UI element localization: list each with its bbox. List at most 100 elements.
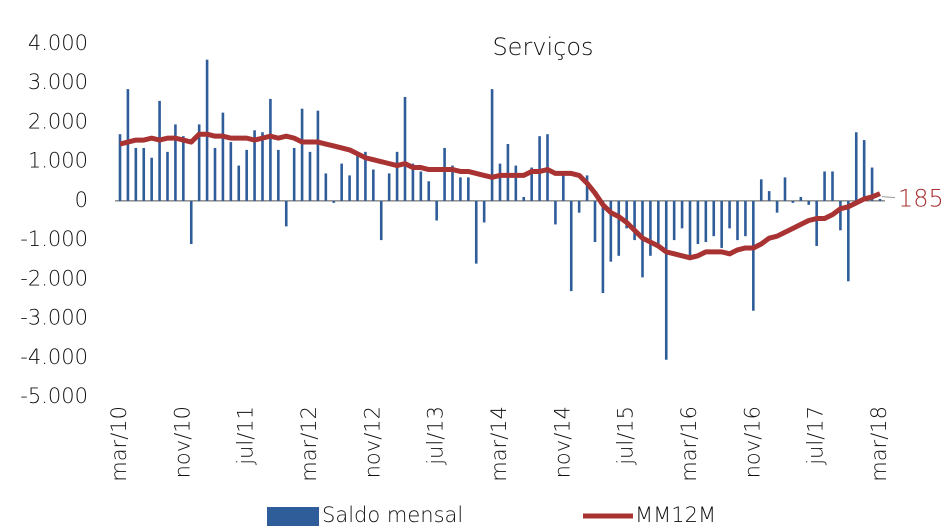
- bar: [395, 151, 399, 201]
- bar: [759, 179, 763, 201]
- bar: [245, 149, 248, 201]
- bar: [554, 200, 557, 225]
- bar: [585, 175, 589, 201]
- bar: [704, 200, 708, 243]
- bar: [839, 200, 842, 231]
- bar: [261, 132, 264, 201]
- x-tick-label: nov/14: [550, 406, 574, 478]
- bar: [506, 144, 510, 201]
- y-tick-label: -1.000: [20, 227, 88, 251]
- y-tick-label: 1.000: [28, 149, 88, 173]
- bar: [253, 130, 256, 201]
- y-tick-label: 2.000: [28, 109, 88, 133]
- x-tick-label: jul/13: [424, 406, 448, 466]
- bar: [269, 98, 272, 201]
- bar: [799, 196, 803, 201]
- bar: [182, 136, 185, 201]
- bar: [609, 200, 613, 262]
- bar: [878, 198, 882, 201]
- bar: [649, 200, 652, 256]
- bar: [736, 200, 739, 241]
- bar: [364, 151, 367, 201]
- bar: [720, 200, 723, 248]
- bar: [522, 196, 526, 201]
- bar: [166, 151, 169, 201]
- bar: [142, 147, 146, 201]
- bar: [419, 171, 423, 201]
- bar: [237, 165, 241, 201]
- bar: [308, 151, 312, 201]
- x-tick-label: nov/10: [170, 406, 194, 478]
- chart-title: Serviços: [492, 33, 593, 61]
- bar: [593, 200, 597, 243]
- bar: [356, 155, 359, 201]
- bar: [205, 59, 209, 201]
- bar: [158, 100, 161, 201]
- bar: [134, 147, 138, 201]
- bar: [831, 171, 834, 201]
- bar: [403, 96, 407, 201]
- bar: [189, 200, 193, 245]
- bar: [379, 200, 383, 241]
- bar: [498, 163, 502, 201]
- bar: [538, 136, 541, 201]
- data-label: 185: [898, 185, 944, 213]
- bar: [775, 200, 779, 213]
- x-tick-label: jul/15: [614, 406, 638, 466]
- bar: [633, 200, 636, 241]
- line: [119, 131, 881, 261]
- y-tick-label: -2.000: [20, 266, 88, 290]
- y-tick-label: 4.000: [28, 31, 88, 55]
- label-leader: [881, 196, 896, 199]
- bar: [767, 191, 771, 201]
- bar: [712, 200, 716, 237]
- y-tick-label: 0: [75, 188, 88, 212]
- bar: [443, 147, 446, 201]
- bar: [118, 134, 122, 201]
- bar: [601, 200, 605, 294]
- y-tick-label: 3.000: [28, 70, 88, 94]
- bar: [213, 147, 217, 201]
- bar: [664, 200, 668, 360]
- x-tick-label: nov/12: [360, 406, 384, 478]
- bar: [126, 89, 130, 201]
- bar: [791, 200, 795, 203]
- bar: [197, 124, 201, 201]
- bar: [435, 200, 438, 221]
- bar: [514, 165, 518, 201]
- legend-swatch: [267, 507, 319, 526]
- bar: [284, 200, 288, 227]
- bar: [372, 169, 375, 201]
- bar: [807, 200, 811, 205]
- bar: [672, 200, 676, 241]
- bar: [577, 200, 581, 213]
- bar: [862, 140, 866, 201]
- x-tick-label: nov/16: [740, 406, 764, 478]
- bar: [467, 177, 470, 201]
- bar: [847, 200, 850, 282]
- bar: [680, 200, 684, 229]
- bar: [174, 124, 177, 201]
- x-tick-label: mar/16: [677, 406, 701, 482]
- legend-label: Saldo mensal: [322, 503, 463, 526]
- bar: [688, 200, 692, 256]
- bar: [562, 173, 565, 201]
- bar: [150, 157, 153, 201]
- bar: [530, 167, 533, 201]
- bar: [459, 177, 462, 201]
- bar: [348, 175, 351, 201]
- bar: [387, 173, 391, 201]
- bar: [854, 132, 858, 201]
- bar: [474, 200, 478, 264]
- y-tick-label: -4.000: [20, 345, 88, 369]
- bar: [411, 163, 415, 201]
- bar: [451, 165, 454, 201]
- x-tick-label: mar/12: [297, 406, 321, 482]
- bar: [427, 181, 431, 201]
- y-tick-label: -3.000: [20, 306, 88, 330]
- bar: [229, 142, 233, 201]
- y-tick-label: -5.000: [20, 384, 88, 408]
- x-tick-label: mar/18: [867, 406, 891, 482]
- bar: [482, 200, 486, 223]
